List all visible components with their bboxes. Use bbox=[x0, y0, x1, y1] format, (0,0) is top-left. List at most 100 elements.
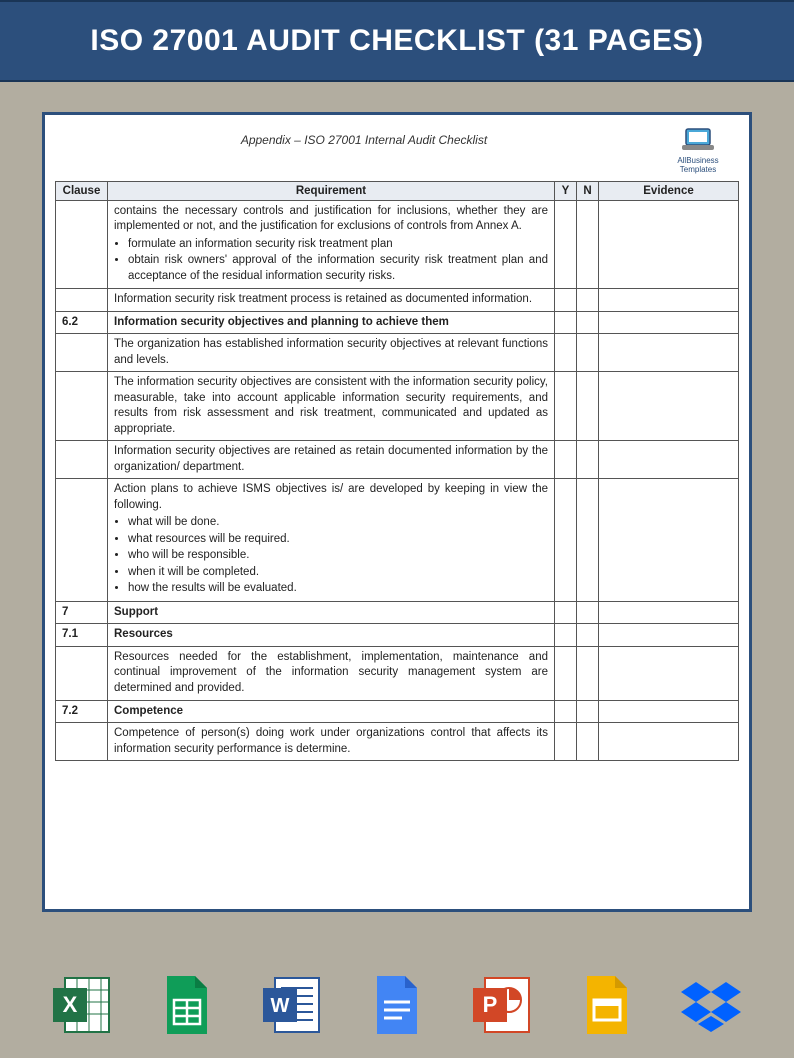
cell-clause bbox=[56, 646, 108, 700]
bullet-item: formulate an information security risk t… bbox=[128, 237, 548, 253]
cell-y bbox=[555, 441, 577, 479]
col-requirement: Requirement bbox=[108, 181, 555, 200]
cell-clause bbox=[56, 479, 108, 602]
table-row: 6.2Information security objectives and p… bbox=[56, 311, 739, 334]
cell-clause bbox=[56, 289, 108, 312]
cell-requirement: Competence bbox=[108, 700, 555, 723]
cell-y bbox=[555, 289, 577, 312]
cell-n bbox=[577, 646, 599, 700]
dropbox-icon bbox=[676, 970, 746, 1040]
cell-n bbox=[577, 601, 599, 624]
col-clause: Clause bbox=[56, 181, 108, 200]
cell-n bbox=[577, 479, 599, 602]
cell-y bbox=[555, 646, 577, 700]
svg-text:W: W bbox=[271, 995, 290, 1017]
table-row: The organization has established informa… bbox=[56, 334, 739, 372]
file-format-icons: X W P bbox=[0, 970, 794, 1040]
document-preview: Appendix – ISO 27001 Internal Audit Chec… bbox=[42, 112, 752, 912]
cell-evidence bbox=[599, 441, 739, 479]
cell-clause: 7 bbox=[56, 601, 108, 624]
excel-icon: X bbox=[47, 970, 117, 1040]
col-evidence: Evidence bbox=[599, 181, 739, 200]
table-row: Resources needed for the establishment, … bbox=[56, 646, 739, 700]
bullet-item: who will be responsible. bbox=[128, 548, 548, 564]
table-body: contains the necessary controls and just… bbox=[56, 200, 739, 760]
table-row: Competence of person(s) doing work under… bbox=[56, 723, 739, 761]
bullet-item: obtain risk owners' approval of the info… bbox=[128, 253, 548, 284]
cell-evidence bbox=[599, 289, 739, 312]
cell-n bbox=[577, 624, 599, 647]
cell-requirement: Resources bbox=[108, 624, 555, 647]
cell-n bbox=[577, 334, 599, 372]
cell-evidence bbox=[599, 624, 739, 647]
table-header-row: Clause Requirement Y N Evidence bbox=[56, 181, 739, 200]
word-icon: W bbox=[257, 970, 327, 1040]
cell-clause bbox=[56, 372, 108, 441]
svg-text:P: P bbox=[482, 992, 497, 1017]
bullet-item: what resources will be required. bbox=[128, 532, 548, 548]
col-y: Y bbox=[555, 181, 577, 200]
cell-requirement: Resources needed for the establishment, … bbox=[108, 646, 555, 700]
cell-evidence bbox=[599, 700, 739, 723]
cell-requirement: Support bbox=[108, 601, 555, 624]
cell-y bbox=[555, 334, 577, 372]
cell-n bbox=[577, 372, 599, 441]
cell-n bbox=[577, 723, 599, 761]
cell-evidence bbox=[599, 479, 739, 602]
cell-requirement: Action plans to achieve ISMS objectives … bbox=[108, 479, 555, 602]
table-row: 7.2Competence bbox=[56, 700, 739, 723]
table-row: Information security objectives are reta… bbox=[56, 441, 739, 479]
cell-evidence bbox=[599, 372, 739, 441]
cell-clause bbox=[56, 334, 108, 372]
cell-requirement: Competence of person(s) doing work under… bbox=[108, 723, 555, 761]
slides-icon bbox=[572, 970, 642, 1040]
cell-clause: 7.2 bbox=[56, 700, 108, 723]
cell-clause bbox=[56, 441, 108, 479]
cell-evidence bbox=[599, 200, 739, 289]
cell-clause: 7.1 bbox=[56, 624, 108, 647]
bullet-item: what will be done. bbox=[128, 515, 548, 531]
checklist-table: Clause Requirement Y N Evidence contains… bbox=[55, 181, 739, 761]
cell-requirement: The information security objectives are … bbox=[108, 372, 555, 441]
doc-header-title: Appendix – ISO 27001 Internal Audit Chec… bbox=[63, 127, 665, 147]
table-row: 7Support bbox=[56, 601, 739, 624]
cell-y bbox=[555, 311, 577, 334]
cell-y bbox=[555, 479, 577, 602]
cell-evidence bbox=[599, 601, 739, 624]
cell-n bbox=[577, 441, 599, 479]
cell-y bbox=[555, 723, 577, 761]
table-row: The information security objectives are … bbox=[56, 372, 739, 441]
cell-y bbox=[555, 200, 577, 289]
powerpoint-icon: P bbox=[467, 970, 537, 1040]
table-row: contains the necessary controls and just… bbox=[56, 200, 739, 289]
col-n: N bbox=[577, 181, 599, 200]
cell-clause bbox=[56, 200, 108, 289]
cell-y bbox=[555, 601, 577, 624]
svg-text:X: X bbox=[63, 992, 78, 1017]
logo-text: AllBusiness Templates bbox=[677, 156, 718, 174]
cell-evidence bbox=[599, 646, 739, 700]
cell-requirement: Information security objectives and plan… bbox=[108, 311, 555, 334]
cell-evidence bbox=[599, 723, 739, 761]
table-row: 7.1Resources bbox=[56, 624, 739, 647]
laptop-icon bbox=[680, 127, 716, 155]
banner-title: ISO 27001 AUDIT CHECKLIST (31 PAGES) bbox=[90, 24, 703, 57]
cell-n bbox=[577, 289, 599, 312]
cell-evidence bbox=[599, 311, 739, 334]
cell-n bbox=[577, 311, 599, 334]
docs-icon bbox=[362, 970, 432, 1040]
cell-clause: 6.2 bbox=[56, 311, 108, 334]
cell-clause bbox=[56, 723, 108, 761]
cell-y bbox=[555, 624, 577, 647]
bullet-item: how the results will be evaluated. bbox=[128, 581, 548, 597]
cell-requirement: contains the necessary controls and just… bbox=[108, 200, 555, 289]
cell-n bbox=[577, 200, 599, 289]
cell-requirement: Information security objectives are reta… bbox=[108, 441, 555, 479]
table-row: Information security risk treatment proc… bbox=[56, 289, 739, 312]
title-banner: ISO 27001 AUDIT CHECKLIST (31 PAGES) bbox=[0, 0, 794, 82]
cell-y bbox=[555, 372, 577, 441]
cell-n bbox=[577, 700, 599, 723]
bullet-item: when it will be completed. bbox=[128, 565, 548, 581]
doc-header: Appendix – ISO 27001 Internal Audit Chec… bbox=[55, 127, 739, 181]
cell-y bbox=[555, 700, 577, 723]
